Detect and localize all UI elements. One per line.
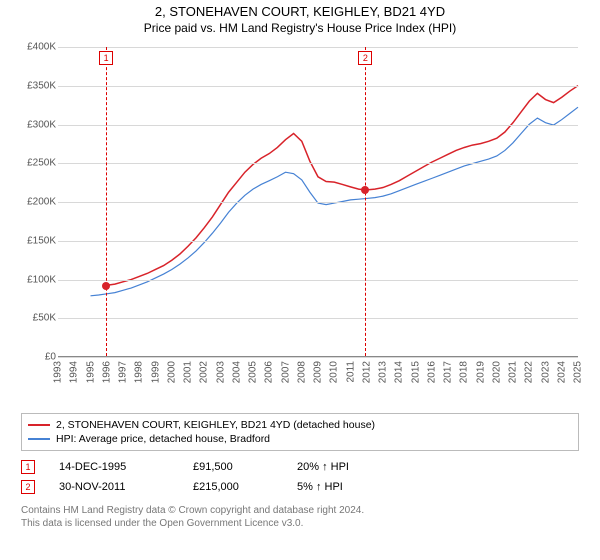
legend-box: 2, STONEHAVEN COURT, KEIGHLEY, BD21 4YD … bbox=[21, 413, 579, 451]
x-axis-label: 2015 bbox=[410, 361, 421, 383]
x-axis-label: 2016 bbox=[426, 361, 437, 383]
page-subtitle: Price paid vs. HM Land Registry's House … bbox=[0, 19, 600, 35]
x-axis-label: 2008 bbox=[296, 361, 307, 383]
sale-hpi: 5% ↑ HPI bbox=[297, 481, 387, 493]
x-axis-label: 2002 bbox=[199, 361, 210, 383]
sale-date: 30-NOV-2011 bbox=[59, 481, 169, 493]
chart-container: 12 £0£50K£100K£150K£200K£250K£300K£350K£… bbox=[10, 39, 590, 409]
legend-row: HPI: Average price, detached house, Brad… bbox=[28, 432, 572, 446]
x-axis-label: 1995 bbox=[85, 361, 96, 383]
y-axis-label: £200K bbox=[27, 197, 56, 208]
y-axis-label: £300K bbox=[27, 119, 56, 130]
x-axis-label: 2013 bbox=[378, 361, 389, 383]
footer-attribution: Contains HM Land Registry data © Crown c… bbox=[21, 505, 579, 530]
gridline bbox=[58, 357, 578, 358]
legend-swatch bbox=[28, 424, 50, 426]
x-axis-label: 2003 bbox=[215, 361, 226, 383]
y-axis-label: £350K bbox=[27, 80, 56, 91]
x-axis-label: 2019 bbox=[475, 361, 486, 383]
x-axis-label: 2024 bbox=[556, 361, 567, 383]
table-row: 1 14-DEC-1995 £91,500 20% ↑ HPI bbox=[21, 457, 579, 477]
gridline bbox=[58, 125, 578, 126]
sale-marker-icon: 1 bbox=[99, 51, 113, 65]
page-title: 2, STONEHAVEN COURT, KEIGHLEY, BD21 4YD bbox=[0, 0, 600, 19]
sale-marker-icon: 1 bbox=[21, 460, 35, 474]
x-axis-label: 2006 bbox=[264, 361, 275, 383]
gridline bbox=[58, 318, 578, 319]
sale-vline bbox=[106, 47, 107, 356]
sale-marker-icon: 2 bbox=[358, 51, 372, 65]
x-axis-label: 2012 bbox=[361, 361, 372, 383]
y-axis-label: £250K bbox=[27, 158, 56, 169]
x-axis-label: 2010 bbox=[329, 361, 340, 383]
y-axis-label: £150K bbox=[27, 235, 56, 246]
x-axis-label: 2025 bbox=[573, 361, 584, 383]
gridline bbox=[58, 163, 578, 164]
y-axis-label: £100K bbox=[27, 274, 56, 285]
x-axis-label: 1993 bbox=[53, 361, 64, 383]
x-axis-label: 2001 bbox=[183, 361, 194, 383]
sale-vline bbox=[365, 47, 366, 356]
footer-line: Contains HM Land Registry data © Crown c… bbox=[21, 505, 579, 518]
gridline bbox=[58, 202, 578, 203]
gridline bbox=[58, 86, 578, 87]
legend-row: 2, STONEHAVEN COURT, KEIGHLEY, BD21 4YD … bbox=[28, 418, 572, 432]
x-axis-label: 2023 bbox=[540, 361, 551, 383]
sale-hpi: 20% ↑ HPI bbox=[297, 461, 387, 473]
x-axis-label: 1999 bbox=[150, 361, 161, 383]
x-axis-label: 2021 bbox=[508, 361, 519, 383]
sale-price: £91,500 bbox=[193, 461, 273, 473]
table-row: 2 30-NOV-2011 £215,000 5% ↑ HPI bbox=[21, 477, 579, 497]
legend-label: HPI: Average price, detached house, Brad… bbox=[56, 433, 270, 445]
x-axis-label: 2017 bbox=[443, 361, 454, 383]
legend-label: 2, STONEHAVEN COURT, KEIGHLEY, BD21 4YD … bbox=[56, 419, 375, 431]
x-axis-label: 2014 bbox=[394, 361, 405, 383]
footer-line: This data is licensed under the Open Gov… bbox=[21, 518, 579, 531]
x-axis-label: 1996 bbox=[101, 361, 112, 383]
plot-area: 12 bbox=[58, 47, 578, 357]
sale-point-icon bbox=[361, 186, 369, 194]
gridline bbox=[58, 280, 578, 281]
sales-table: 1 14-DEC-1995 £91,500 20% ↑ HPI 2 30-NOV… bbox=[21, 457, 579, 497]
x-axis-label: 2022 bbox=[524, 361, 535, 383]
x-axis-label: 2020 bbox=[491, 361, 502, 383]
sale-marker-icon: 2 bbox=[21, 480, 35, 494]
sale-date: 14-DEC-1995 bbox=[59, 461, 169, 473]
x-axis-label: 2018 bbox=[459, 361, 470, 383]
gridline bbox=[58, 47, 578, 48]
series-property-line bbox=[106, 86, 578, 286]
y-axis-label: £50K bbox=[33, 313, 56, 324]
x-axis-label: 2004 bbox=[231, 361, 242, 383]
legend-swatch bbox=[28, 438, 50, 440]
x-axis-label: 2005 bbox=[248, 361, 259, 383]
x-axis-label: 2000 bbox=[166, 361, 177, 383]
x-axis-label: 1997 bbox=[118, 361, 129, 383]
x-axis-label: 2007 bbox=[280, 361, 291, 383]
gridline bbox=[58, 241, 578, 242]
x-axis-label: 1998 bbox=[134, 361, 145, 383]
sale-point-icon bbox=[102, 282, 110, 290]
x-axis-label: 2009 bbox=[313, 361, 324, 383]
sale-price: £215,000 bbox=[193, 481, 273, 493]
x-axis-label: 1994 bbox=[69, 361, 80, 383]
x-axis-label: 2011 bbox=[345, 361, 356, 383]
y-axis-label: £400K bbox=[27, 42, 56, 53]
